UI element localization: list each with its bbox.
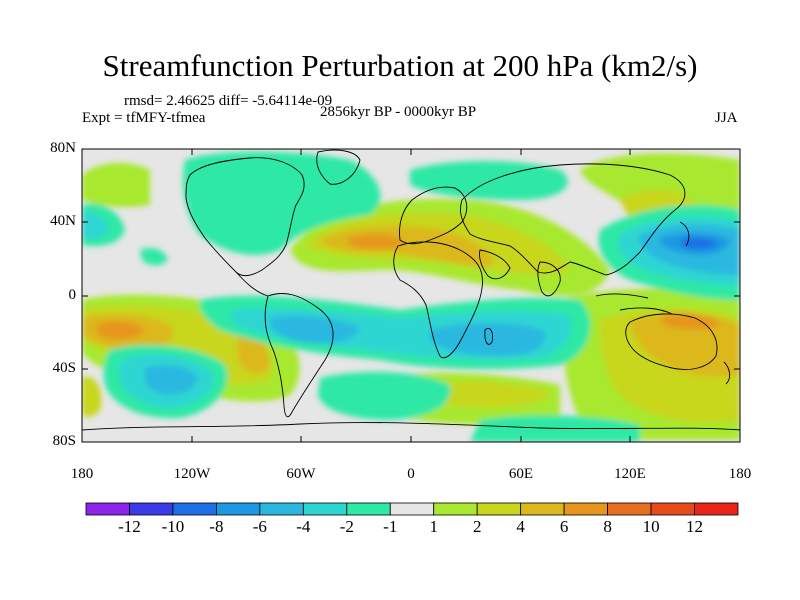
lat-label-80s: 80S xyxy=(52,433,76,449)
colorbar-label: -2 xyxy=(339,517,354,536)
contour-neg1-southern-atlantic xyxy=(318,371,451,420)
coast-arabia xyxy=(479,249,511,280)
coast-new-zealand xyxy=(723,361,731,385)
coast-asia xyxy=(459,163,686,276)
season-label: JJA xyxy=(715,110,738,126)
coast-greenland xyxy=(316,149,361,185)
colorbar-swatch xyxy=(259,502,304,516)
colorbar-label: -4 xyxy=(296,517,311,536)
coast-india xyxy=(537,261,561,297)
contour-neg4-south-america xyxy=(269,315,360,344)
contour-neg4-indian-ocean xyxy=(430,322,546,356)
colorbar-label: -1 xyxy=(383,517,398,536)
stats-label: rmsd= 2.46625 diff= -5.64114e-09 xyxy=(124,93,333,109)
axis-ticks xyxy=(81,148,741,443)
colorbar-swatch xyxy=(694,502,739,516)
lat-label-0: 0 xyxy=(68,287,77,303)
colorbar-swatch xyxy=(520,502,565,516)
colorbar-swatch xyxy=(607,502,652,516)
colorbar-swatch xyxy=(433,502,478,516)
colorbar-label: -12 xyxy=(118,517,141,536)
period-label: 2856kyr BP - 0000kyr BP xyxy=(320,104,477,120)
coast-australia xyxy=(625,313,718,370)
lon-label-60w: 60W xyxy=(286,466,316,482)
lon-label-0: 0 xyxy=(407,466,415,482)
colorbar-swatch xyxy=(129,502,174,516)
colorbar-label: -10 xyxy=(161,517,185,536)
contour-pos4-australia xyxy=(630,314,740,377)
colorbar-swatch xyxy=(346,502,391,516)
colorbar-swatch xyxy=(563,502,609,516)
contour-pos4-south-america-east xyxy=(238,334,271,374)
coast-north-america xyxy=(185,157,305,277)
colorbar-label: 8 xyxy=(603,517,612,536)
contour-neg1-arctic-atlantic xyxy=(183,151,381,255)
coast-south-america xyxy=(264,293,334,418)
colorbar-label: 10 xyxy=(642,517,660,536)
contour-neg2-north-atlantic-west xyxy=(82,211,108,240)
contour-pos6-australia xyxy=(660,313,720,330)
coast-africa xyxy=(393,241,483,359)
contour-pos6-sahara-core xyxy=(345,234,405,250)
contour-pos2-southern-ocean xyxy=(420,381,550,408)
contour-pos6-south-pacific xyxy=(95,320,145,340)
streamfunction-field xyxy=(82,149,740,442)
contour-neg1-north-asia xyxy=(410,161,568,200)
lon-label-60e: 60E xyxy=(508,466,534,482)
coast-japan xyxy=(679,221,690,247)
coast-europe xyxy=(399,186,468,245)
lon-label-120e: 120E xyxy=(614,466,646,482)
lat-label-40n: 40N xyxy=(50,213,76,229)
coast-madagascar xyxy=(484,327,493,345)
map-title: Streamfunction Perturbation at 200 hPa (… xyxy=(102,48,698,83)
lon-label-180e: 180 xyxy=(728,466,752,482)
colorbar-swatch xyxy=(172,502,217,516)
colorbar-swatch xyxy=(476,502,522,516)
contour-neg4-south-pacific-low xyxy=(144,365,198,395)
coast-indonesia xyxy=(595,293,673,315)
colorbar-swatch xyxy=(215,502,261,516)
colorbar-swatch xyxy=(650,502,695,516)
colorbar-swatch xyxy=(85,502,130,516)
colorbar-swatch xyxy=(302,502,348,516)
coastlines xyxy=(82,149,740,431)
lat-label-80n: 80N xyxy=(50,140,76,156)
colorbar-label: 1 xyxy=(429,517,438,536)
colorbar-label: 12 xyxy=(686,517,704,536)
colorbar-label: -8 xyxy=(209,517,224,536)
experiment-label: Expt = tfMFY-tfmea xyxy=(82,110,206,126)
coast-central-america xyxy=(235,271,269,297)
colorbar-label: 6 xyxy=(559,517,569,536)
lon-label-120w: 120W xyxy=(173,466,211,482)
coast-antarctica xyxy=(82,422,740,431)
lat-label-40s: 40S xyxy=(52,360,76,376)
colorbar-label: 2 xyxy=(472,517,482,536)
contour-neg8-west-pacific xyxy=(680,237,718,249)
contour-neg1-pacific-patch xyxy=(140,248,168,266)
colorbar-swatch xyxy=(389,502,435,516)
contour-pos2-south-atlantic xyxy=(82,376,102,417)
colorbar xyxy=(85,502,739,516)
colorbar-label: -6 xyxy=(252,517,267,536)
contour-pos1-arctic xyxy=(82,163,150,208)
colorbar-label: 4 xyxy=(516,517,525,536)
lon-label-180w: 180 xyxy=(70,466,94,482)
